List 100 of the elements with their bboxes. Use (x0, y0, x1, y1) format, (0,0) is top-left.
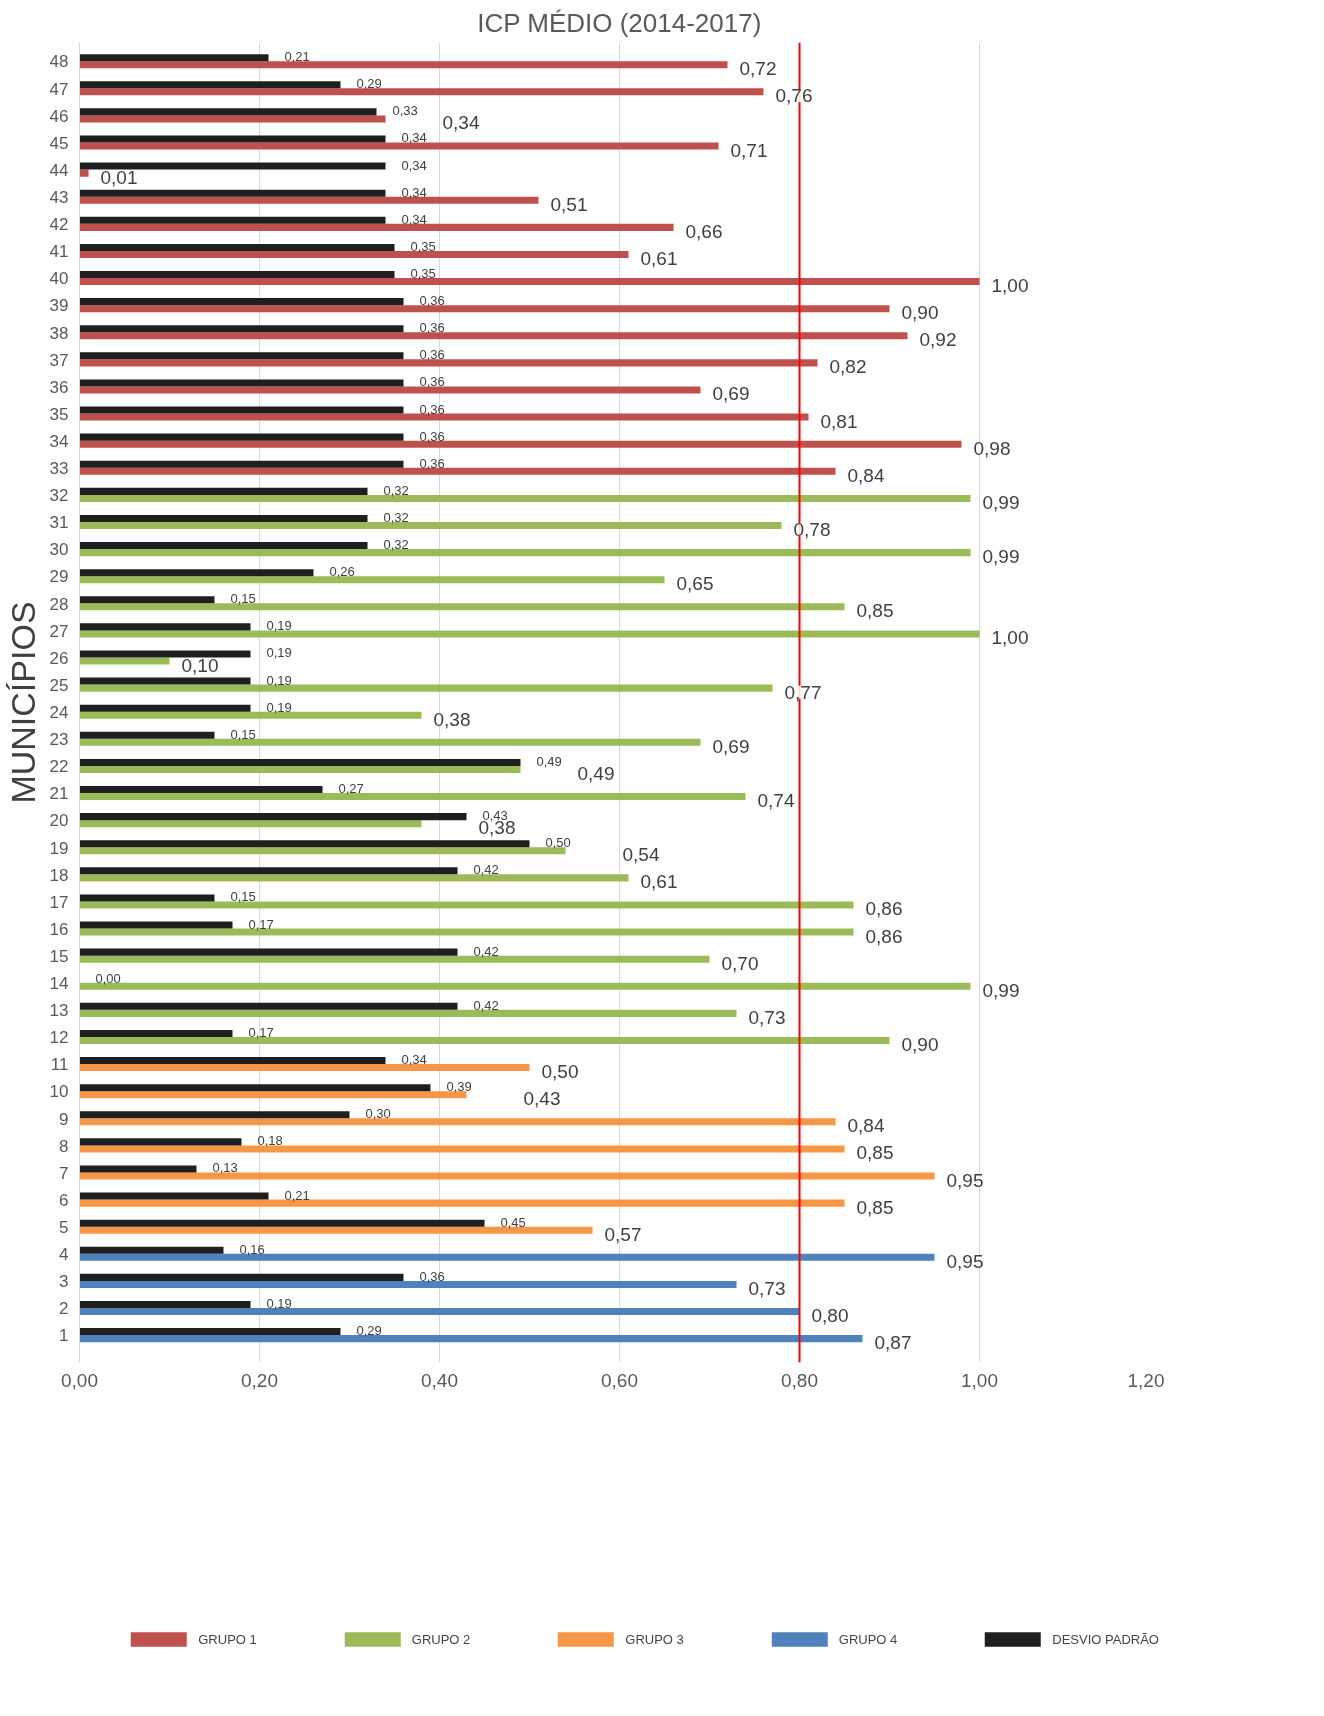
data-label: 0,54 (622, 844, 660, 866)
data-label: 0,16 (239, 1241, 265, 1257)
data-label: 0,10 (181, 654, 219, 676)
data-label: 0,69 (712, 735, 750, 757)
bar (79, 677, 251, 685)
data-label: 0,34 (401, 157, 427, 173)
bar (79, 1064, 530, 1072)
bar (79, 298, 404, 306)
bar (79, 731, 215, 739)
legend-label: GRUPO 4 (838, 1631, 898, 1647)
x-tick-label: 0,60 (601, 1369, 638, 1391)
bar (79, 785, 323, 794)
x-tick-label: 0,40 (421, 1369, 458, 1391)
data-label: 0,00 (95, 970, 121, 986)
y-tick-label: 10 (49, 1082, 69, 1102)
data-label: 0,36 (419, 428, 445, 444)
data-label: 0,85 (856, 600, 894, 622)
data-label: 0,66 (685, 220, 723, 242)
data-label: 0,92 (919, 329, 957, 351)
bar (79, 1145, 845, 1153)
bar (79, 1300, 251, 1309)
bar (79, 576, 665, 584)
bar (79, 81, 341, 89)
bar (79, 270, 395, 279)
x-tick-label: 1,00 (961, 1369, 998, 1391)
data-label: 0,74 (757, 790, 795, 812)
chart-title: ICP MÉDIO (2014-2017) (477, 7, 762, 38)
data-label: 0,29 (356, 1323, 382, 1339)
bar (79, 332, 908, 340)
data-label: 0,99 (982, 491, 1020, 513)
data-label: 0,90 (901, 1034, 939, 1055)
data-label: 0,85 (856, 1196, 894, 1218)
bar (79, 840, 530, 848)
data-label: 0,34 (401, 184, 427, 200)
bar (79, 1308, 800, 1316)
y-tick-label: 8 (59, 1136, 69, 1156)
data-label: 0,38 (433, 708, 471, 730)
data-label: 0,50 (541, 1061, 579, 1083)
data-label: 0,36 (419, 293, 445, 309)
bar (79, 894, 215, 902)
data-label: 0,36 (419, 1268, 445, 1284)
bar (79, 1219, 485, 1227)
data-label: 0,61 (640, 247, 678, 269)
data-label: 0,73 (748, 1006, 786, 1028)
x-tick-label: 0,00 (61, 1369, 98, 1391)
y-tick-label: 2 (59, 1299, 69, 1319)
y-tick-label: 25 (49, 675, 69, 695)
data-label: 0,35 (410, 266, 436, 282)
bar (79, 433, 404, 441)
bar (79, 243, 395, 251)
bar (79, 542, 368, 550)
data-label: 0,19 (266, 672, 292, 688)
bar (79, 54, 269, 62)
y-tick-label: 18 (49, 865, 69, 885)
bar (79, 460, 404, 468)
bar (79, 650, 251, 658)
bar (79, 352, 404, 360)
bar (79, 169, 89, 177)
y-tick-label: 40 (49, 269, 69, 289)
bar (79, 189, 386, 197)
data-label: 0,77 (784, 681, 822, 703)
bar (79, 549, 971, 557)
legend-label: DESVIO PADRÃO (1052, 1631, 1159, 1647)
y-tick-label: 38 (49, 323, 69, 343)
y-tick-label: 9 (59, 1109, 69, 1129)
data-label: 0,65 (676, 573, 714, 595)
y-tick-label: 27 (49, 621, 69, 641)
data-label: 0,45 (500, 1214, 526, 1230)
data-label: 0,71 (730, 139, 768, 161)
bar (79, 1172, 935, 1180)
y-tick-label: 42 (49, 215, 69, 235)
data-label: 0,42 (473, 997, 499, 1013)
bar (79, 325, 404, 333)
bar (79, 216, 386, 224)
data-label: 0,61 (640, 871, 678, 893)
y-tick-label: 16 (49, 919, 69, 939)
bar (79, 487, 368, 495)
y-tick-label: 43 (49, 188, 69, 207)
data-label: 0,27 (338, 781, 364, 797)
bar (79, 813, 467, 821)
y-tick-label: 36 (49, 377, 69, 397)
y-tick-label: 39 (49, 296, 69, 316)
data-label: 0,80 (811, 1305, 849, 1327)
y-tick-label: 11 (50, 1055, 69, 1075)
legend-label: GRUPO 1 (198, 1631, 257, 1647)
data-label: 1,00 (991, 627, 1029, 649)
y-tick-label: 46 (49, 106, 69, 126)
bar (79, 359, 818, 367)
data-label: 0,33 (392, 103, 418, 119)
y-tick-label: 37 (49, 350, 69, 370)
bar (79, 1111, 350, 1119)
y-tick-label: 24 (49, 702, 69, 722)
data-label: 0,84 (847, 1115, 885, 1137)
bar (79, 108, 377, 116)
data-label: 0,99 (982, 546, 1020, 568)
y-tick-label: 5 (59, 1217, 69, 1237)
data-label: 0,34 (401, 211, 427, 227)
legend-label: GRUPO 3 (625, 1631, 684, 1647)
data-label: 0,76 (775, 85, 813, 107)
data-label: 0,42 (473, 862, 499, 878)
